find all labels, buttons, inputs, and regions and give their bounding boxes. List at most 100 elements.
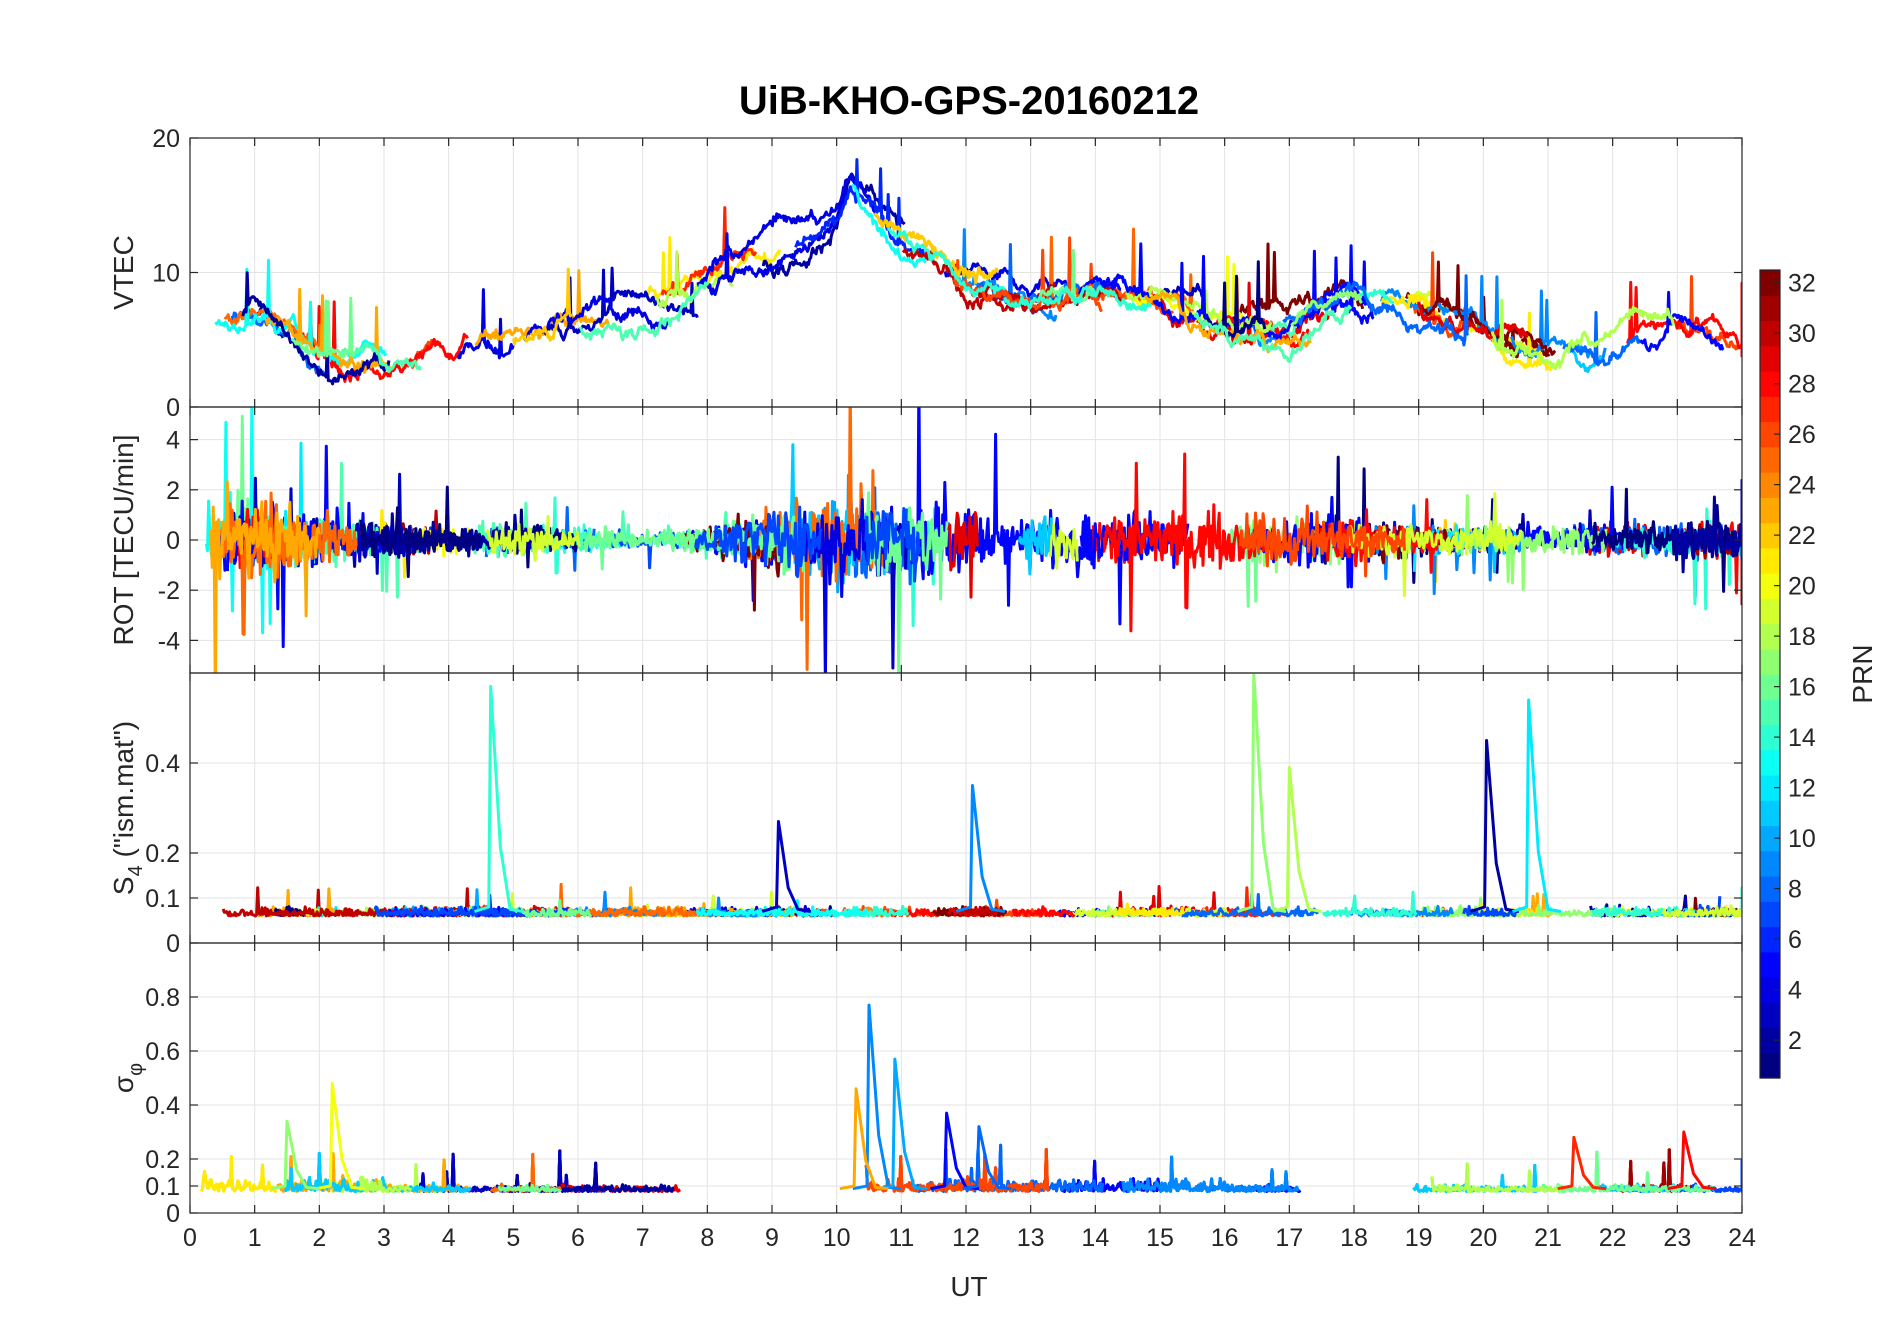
- sigma_phi-ytick-label: 0.8: [145, 984, 180, 1012]
- x-axis-label: UT: [950, 1271, 987, 1302]
- colorbar-bin: [1760, 623, 1780, 650]
- rot-ytick-label: 2: [166, 477, 180, 505]
- x-tick-label: 21: [1534, 1224, 1562, 1252]
- colorbar-bin: [1760, 396, 1780, 423]
- colorbar-bin: [1760, 270, 1780, 296]
- colorbar-tick-label: 10: [1788, 825, 1816, 853]
- x-tick-label: 2: [312, 1224, 326, 1252]
- rot-panel: -4 -2 0 2 4 ROT [TECU/min]: [108, 406, 1743, 674]
- x-tick-label: 4: [442, 1224, 456, 1252]
- colorbar-bin: [1760, 926, 1780, 953]
- x-tick-label: 10: [823, 1224, 851, 1252]
- x-tick-label: 5: [506, 1224, 520, 1252]
- colorbar-tick-label: 20: [1788, 573, 1816, 601]
- colorbar-bin: [1760, 901, 1780, 928]
- x-tick-label: 1: [248, 1224, 262, 1252]
- chart-title: UiB-KHO-GPS-20160212: [739, 79, 1199, 123]
- rot-ytick-label: 4: [166, 427, 180, 455]
- s4-spike: [474, 685, 524, 913]
- colorbar-tick-label: 32: [1788, 270, 1816, 298]
- s4-spike: [761, 820, 812, 913]
- sigma_phi-ytick-label: 0.2: [145, 1146, 180, 1174]
- s4-trace-prn: [1172, 892, 1319, 918]
- vtec-ytick-label: 10: [152, 260, 180, 288]
- vtec-trace-prn: [1626, 280, 1742, 358]
- sigma_phi-trace-prn: [1121, 1155, 1300, 1193]
- rot-trace-prn: [947, 511, 979, 599]
- x-axis: 0 1 2 3 4 5 6 7 8 9 10 11 12 13 14 15 16 17 18 19 20 21 22 23 24: [183, 1224, 1756, 1252]
- sigma_phi-ytick-label: 0: [166, 1200, 180, 1228]
- colorbar-tick-label: 30: [1788, 320, 1816, 348]
- x-tick-label: 9: [765, 1224, 779, 1252]
- rot-ytick-label: -2: [158, 577, 180, 605]
- colorbar-bin: [1760, 699, 1780, 726]
- vtec-trace-prn: [223, 305, 326, 353]
- vtec-trace-prn: [290, 296, 356, 359]
- colorbar-bin: [1760, 320, 1780, 347]
- vtec-trace-prn: [241, 271, 391, 386]
- colorbar-tick-label: 16: [1788, 674, 1816, 702]
- s4-trace-prn: [221, 886, 360, 918]
- vtec-trace-prn: [1193, 304, 1353, 363]
- colorbar-tick-label: 8: [1788, 876, 1802, 904]
- colorbar-bin: [1760, 1027, 1780, 1054]
- colorbar-bin: [1760, 674, 1780, 700]
- vtec-trace-prn: [512, 267, 573, 345]
- sigma_phi-y-axis: 00.10.2 0.4 0.6 0.8: [145, 943, 1743, 1228]
- x-tick-label: 12: [952, 1224, 980, 1252]
- s4-trace-prn: [841, 904, 910, 918]
- vtec-trace-prn: [696, 190, 848, 296]
- sigma_phi-traces: [200, 1003, 1742, 1193]
- vtec-trace-prn: [456, 288, 515, 360]
- colorbar-bin: [1760, 825, 1780, 852]
- x-tick-label: 16: [1211, 1224, 1239, 1252]
- s4-spike: [1511, 698, 1562, 913]
- vtec-trace-prn: [1639, 290, 1725, 353]
- vtec-trace-prn: [1124, 285, 1273, 334]
- s4-ytick-label: 0.4: [145, 750, 180, 778]
- x-tick-label: 3: [377, 1224, 391, 1252]
- colorbar-tick-label: 12: [1788, 775, 1816, 803]
- colorbar-bin: [1760, 295, 1780, 322]
- rot-ytick-label: 0: [166, 527, 180, 555]
- s4-spike: [955, 784, 1006, 913]
- x-tick-label: 22: [1599, 1224, 1627, 1252]
- colorbar-bin: [1760, 522, 1780, 549]
- rot-trace-prn: [1238, 504, 1406, 578]
- colorbar-tick-label: 24: [1788, 472, 1816, 500]
- rot-trace-prn: [359, 485, 482, 578]
- x-tick-label: 18: [1340, 1224, 1368, 1252]
- colorbar-bin: [1760, 1052, 1780, 1079]
- vtec-trace-prn: [1282, 274, 1470, 347]
- x-tick-label: 19: [1405, 1224, 1433, 1252]
- colorbar-bin: [1760, 497, 1780, 524]
- sigma_phi-trace-prn: [1430, 1162, 1563, 1193]
- colorbar-tick-label: 26: [1788, 421, 1816, 449]
- s4-trace-prn: [1322, 890, 1418, 918]
- vtec-trace-prn: [578, 281, 710, 342]
- vtec-trace-prn: [794, 158, 927, 258]
- rot-trace-prn: [582, 525, 707, 571]
- rot-traces: [204, 407, 1742, 673]
- s4-y-axis-label: S4 ("ism.mat"): [108, 721, 147, 895]
- colorbar-tick-label: 22: [1788, 522, 1816, 550]
- s4-spike: [1469, 739, 1520, 913]
- x-tick-label: 17: [1275, 1224, 1303, 1252]
- colorbar-bin: [1760, 1002, 1780, 1029]
- colorbar-bin: [1760, 800, 1780, 827]
- s4-ytick-label: 0.1: [145, 885, 180, 913]
- vtec-trace-prn: [1490, 298, 1676, 370]
- colorbar-tick-label: 28: [1788, 371, 1816, 399]
- colorbar-bin: [1760, 547, 1780, 574]
- colorbar-bin: [1760, 977, 1780, 1003]
- sigma_phi-spike: [962, 1125, 1012, 1191]
- colorbar-tick-label: 18: [1788, 623, 1816, 651]
- vtec-trace-prn: [886, 227, 1006, 298]
- sigma_phi-ytick-label: 0.1: [145, 1173, 180, 1201]
- rot-trace-prn: [1102, 452, 1266, 633]
- sigma_phi-spike: [1667, 1130, 1717, 1191]
- vtec-trace-prn: [1149, 281, 1339, 346]
- rot-trace-prn: [1670, 478, 1742, 574]
- rot-ytick-label: -4: [158, 627, 180, 655]
